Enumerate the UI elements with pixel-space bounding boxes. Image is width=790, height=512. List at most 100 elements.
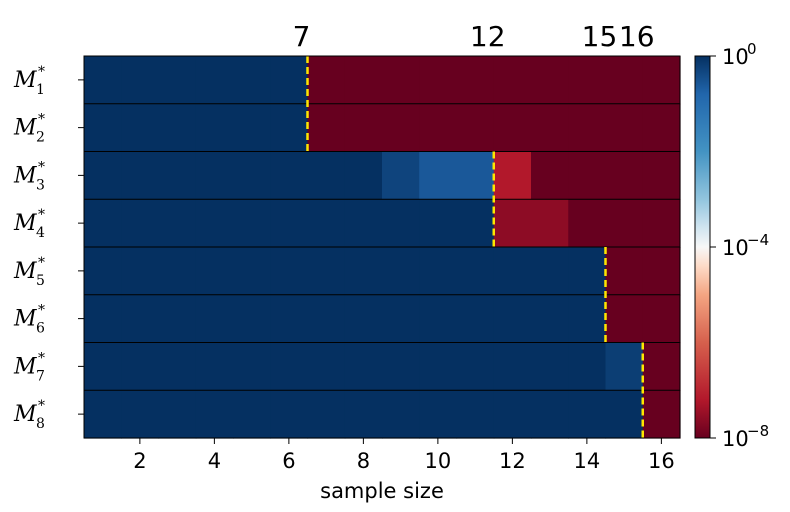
heatmap-cell bbox=[493, 151, 532, 200]
row-label-superscript: * bbox=[38, 303, 45, 319]
y-tick-label: M 7 * bbox=[13, 350, 45, 384]
y-tick-label: M 6 * bbox=[13, 303, 45, 337]
heatmap-cell bbox=[233, 199, 271, 248]
colorbar-tick-exponent: −4 bbox=[747, 231, 769, 249]
colorbar-gradient bbox=[694, 55, 711, 439]
heatmap-cell bbox=[233, 247, 271, 296]
x-tick-label: 6 bbox=[282, 449, 295, 473]
row-label-base: M bbox=[13, 402, 37, 427]
heatmap-cell bbox=[307, 56, 346, 105]
heatmap-cell bbox=[344, 342, 383, 391]
heatmap-cell bbox=[344, 199, 383, 248]
heatmap-cell bbox=[307, 199, 346, 248]
row-label-superscript: * bbox=[38, 350, 45, 366]
heatmap-cell bbox=[493, 390, 532, 439]
colorbar-tick-base: 10 bbox=[722, 45, 749, 69]
heatmap-cells bbox=[84, 56, 681, 439]
row-label-base: M bbox=[13, 307, 37, 332]
heatmap-cell bbox=[84, 103, 122, 153]
row-label-subscript: 2 bbox=[36, 130, 45, 146]
heatmap-cell bbox=[493, 103, 532, 153]
heatmap-cell bbox=[270, 342, 309, 391]
heatmap-cell bbox=[195, 151, 234, 200]
x-tick-label: 10 bbox=[425, 449, 452, 473]
heatmap-cell bbox=[568, 294, 607, 344]
heatmap-cell bbox=[568, 103, 607, 153]
heatmap-cell bbox=[419, 247, 458, 296]
heatmap-cell bbox=[121, 342, 160, 391]
heatmap-cell bbox=[642, 294, 681, 344]
heatmap-cell bbox=[568, 151, 607, 200]
heatmap-cell bbox=[158, 342, 197, 391]
heatmap-cell bbox=[195, 342, 234, 391]
row-label-superscript: * bbox=[38, 398, 45, 414]
row-label-base: M bbox=[13, 259, 37, 284]
row-label-subscript: 3 bbox=[36, 177, 45, 193]
heatmap-cell bbox=[605, 199, 644, 248]
heatmap-cell bbox=[195, 390, 234, 439]
heatmap-cell bbox=[158, 247, 197, 296]
row-label-subscript: 8 bbox=[36, 416, 45, 432]
heatmap-cell bbox=[307, 103, 346, 153]
heatmap-cell bbox=[456, 199, 495, 248]
heatmap-cell bbox=[531, 56, 569, 105]
heatmap-cell bbox=[307, 342, 346, 391]
row-label-subscript: 6 bbox=[36, 321, 45, 337]
heatmap-cell bbox=[270, 199, 309, 248]
heatmap-cell bbox=[121, 103, 160, 153]
heatmap-cell bbox=[158, 56, 197, 105]
heatmap-cell bbox=[382, 103, 420, 153]
heatmap-cell bbox=[270, 294, 309, 344]
row-label-base: M bbox=[13, 211, 37, 236]
heatmap-cell bbox=[531, 294, 569, 344]
heatmap-cell bbox=[456, 247, 495, 296]
row-label-subscript: 5 bbox=[36, 273, 45, 289]
heatmap-cell bbox=[493, 342, 532, 391]
heatmap-cell bbox=[531, 103, 569, 153]
threshold-label: 16 bbox=[619, 20, 655, 53]
heatmap-cell bbox=[121, 247, 160, 296]
heatmap-cell bbox=[642, 151, 681, 200]
heatmap-cell bbox=[195, 199, 234, 248]
heatmap-cell bbox=[642, 56, 681, 105]
heatmap-cell bbox=[419, 390, 458, 439]
heatmap-cell bbox=[195, 103, 234, 153]
heatmap-cell bbox=[233, 103, 271, 153]
heatmap-cell bbox=[568, 199, 607, 248]
y-tick-label: M 2 * bbox=[13, 112, 45, 146]
heatmap-cell bbox=[84, 390, 122, 439]
heatmap-cell bbox=[307, 294, 346, 344]
heatmap-cell bbox=[158, 151, 197, 200]
heatmap-cell bbox=[382, 199, 420, 248]
heatmap-cell bbox=[605, 247, 644, 296]
heatmap-cell bbox=[605, 390, 644, 439]
heatmap-cell bbox=[456, 342, 495, 391]
y-tick-label: M 8 * bbox=[13, 398, 45, 432]
heatmap-cell bbox=[195, 56, 234, 105]
heatmap-cell bbox=[307, 390, 346, 439]
y-tick-label: M 1 * bbox=[13, 64, 45, 98]
heatmap-cell bbox=[233, 342, 271, 391]
x-tick-label: 2 bbox=[133, 449, 146, 473]
heatmap-cell bbox=[493, 247, 532, 296]
heatmap-cell bbox=[270, 247, 309, 296]
heatmap-cell bbox=[419, 56, 458, 105]
row-label-base: M bbox=[13, 68, 37, 93]
heatmap-cell bbox=[642, 103, 681, 153]
heatmap-cell bbox=[270, 56, 309, 105]
heatmap-cell bbox=[568, 56, 607, 105]
colorbar-tick-base: 10 bbox=[722, 236, 749, 260]
heatmap-cell bbox=[419, 151, 458, 200]
heatmap-cell bbox=[605, 151, 644, 200]
heatmap-cell bbox=[84, 199, 122, 248]
x-axis-label: sample size bbox=[320, 479, 444, 503]
colorbar-tick-exponent: 0 bbox=[747, 40, 757, 58]
heatmap-cell bbox=[605, 342, 644, 391]
y-tick-label: M 4 * bbox=[13, 207, 45, 241]
heatmap-cell bbox=[493, 56, 532, 105]
heatmap-cell bbox=[344, 247, 383, 296]
heatmap-cell bbox=[84, 151, 122, 200]
heatmap-cell bbox=[456, 294, 495, 344]
